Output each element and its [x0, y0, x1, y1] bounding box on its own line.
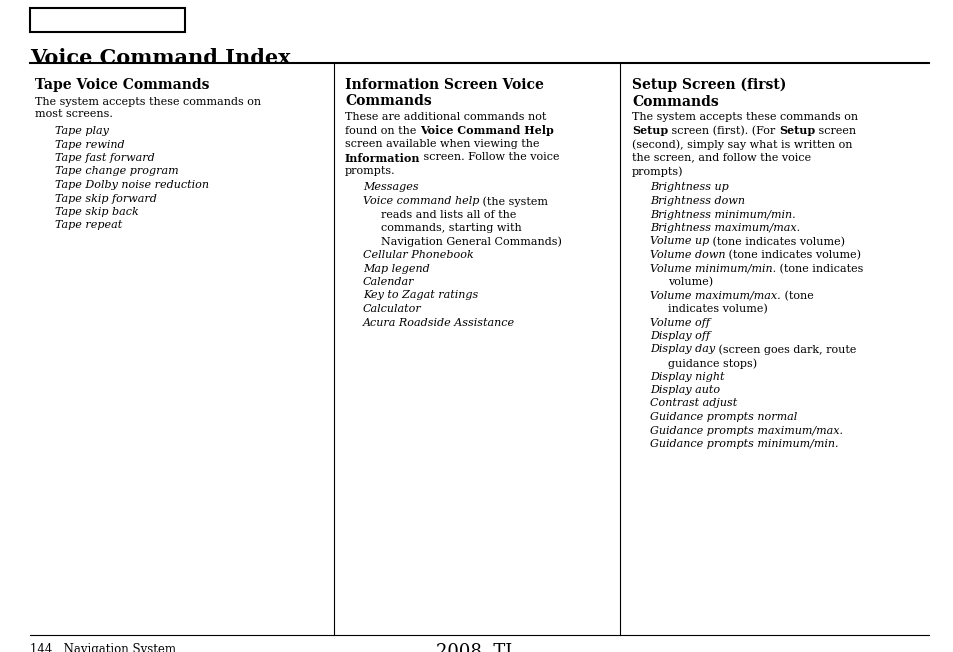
Text: Brightness minimum/min.: Brightness minimum/min. [649, 209, 795, 220]
Text: prompts): prompts) [631, 166, 682, 177]
Text: Tape Voice Commands: Tape Voice Commands [35, 78, 210, 92]
Text: (screen goes dark, route: (screen goes dark, route [715, 344, 856, 355]
Text: screen available when viewing the: screen available when viewing the [345, 139, 539, 149]
Text: Volume off: Volume off [649, 318, 709, 327]
Text: Voice Command Index: Voice Command Index [30, 48, 291, 68]
Text: (second), simply say what is written on: (second), simply say what is written on [631, 139, 852, 149]
Text: (tone indicates: (tone indicates [776, 263, 862, 274]
Text: Display day: Display day [649, 344, 715, 355]
Text: 2008  TL: 2008 TL [436, 643, 517, 652]
Text: Setup Screen (first)
Commands: Setup Screen (first) Commands [631, 78, 785, 109]
Text: Voice command help: Voice command help [363, 196, 478, 206]
Text: commands, starting with: commands, starting with [380, 223, 521, 233]
Text: These are additional commands not: These are additional commands not [345, 112, 546, 122]
Text: Tape Dolby noise reduction: Tape Dolby noise reduction [55, 180, 209, 190]
Text: Key to Zagat ratings: Key to Zagat ratings [363, 291, 477, 301]
Text: Calculator: Calculator [363, 304, 421, 314]
Text: Volume minimum/min.: Volume minimum/min. [649, 263, 776, 273]
Text: Volume up: Volume up [649, 237, 708, 246]
Text: Messages: Messages [363, 183, 418, 192]
Text: Display auto: Display auto [649, 385, 720, 395]
Text: Calendar: Calendar [363, 277, 414, 287]
Text: Navigation General Commands): Navigation General Commands) [380, 237, 561, 247]
Text: Tape fast forward: Tape fast forward [55, 153, 154, 163]
Text: The system accepts these commands on
most screens.: The system accepts these commands on mos… [35, 97, 261, 119]
Text: Brightness maximum/max.: Brightness maximum/max. [649, 223, 800, 233]
Text: (the system: (the system [478, 196, 548, 207]
Text: indicates volume): indicates volume) [667, 304, 767, 314]
Text: Guidance prompts normal: Guidance prompts normal [649, 412, 797, 422]
Text: (tone: (tone [780, 291, 813, 301]
Text: Tape change program: Tape change program [55, 166, 178, 177]
Text: (tone indicates volume): (tone indicates volume) [724, 250, 861, 260]
Text: Acura Roadside Assistance: Acura Roadside Assistance [363, 318, 515, 327]
Text: The system accepts these commands on: The system accepts these commands on [631, 112, 858, 122]
Text: reads and lists all of the: reads and lists all of the [380, 209, 516, 220]
Text: the screen, and follow the voice: the screen, and follow the voice [631, 153, 810, 162]
Text: Voice Command Help: Voice Command Help [419, 125, 553, 136]
Text: volume): volume) [667, 277, 713, 288]
Text: Map legend: Map legend [363, 263, 429, 273]
Text: Tape rewind: Tape rewind [55, 140, 125, 149]
Text: found on the: found on the [345, 125, 419, 136]
Text: guidance stops): guidance stops) [667, 358, 757, 368]
Text: Tape skip back: Tape skip back [55, 207, 138, 217]
Text: Display off: Display off [649, 331, 709, 341]
Text: Information Screen Voice
Commands: Information Screen Voice Commands [345, 78, 543, 108]
Text: Volume maximum/max.: Volume maximum/max. [649, 291, 780, 301]
Text: Display night: Display night [649, 372, 723, 381]
Text: (tone indicates volume): (tone indicates volume) [708, 237, 844, 247]
Text: 144   Navigation System: 144 Navigation System [30, 643, 175, 652]
Text: Tape repeat: Tape repeat [55, 220, 122, 231]
Text: screen (first). (For: screen (first). (For [667, 125, 779, 136]
Text: Contrast adjust: Contrast adjust [649, 398, 737, 409]
Text: Setup: Setup [779, 125, 815, 136]
Text: Guidance prompts minimum/min.: Guidance prompts minimum/min. [649, 439, 838, 449]
Text: Brightness down: Brightness down [649, 196, 744, 206]
Text: Tape play: Tape play [55, 126, 109, 136]
Text: screen: screen [815, 125, 856, 136]
Text: Guidance prompts maximum/max.: Guidance prompts maximum/max. [649, 426, 842, 436]
Text: Tape skip forward: Tape skip forward [55, 194, 156, 203]
Text: Brightness up: Brightness up [649, 183, 728, 192]
Text: Setup: Setup [631, 125, 667, 136]
Text: Cellular Phonebook: Cellular Phonebook [363, 250, 474, 260]
Text: Information: Information [345, 153, 420, 164]
Text: screen. Follow the voice: screen. Follow the voice [420, 153, 559, 162]
Text: Volume down: Volume down [649, 250, 724, 260]
Bar [30, 8, 185, 32]
Text: prompts.: prompts. [345, 166, 395, 176]
